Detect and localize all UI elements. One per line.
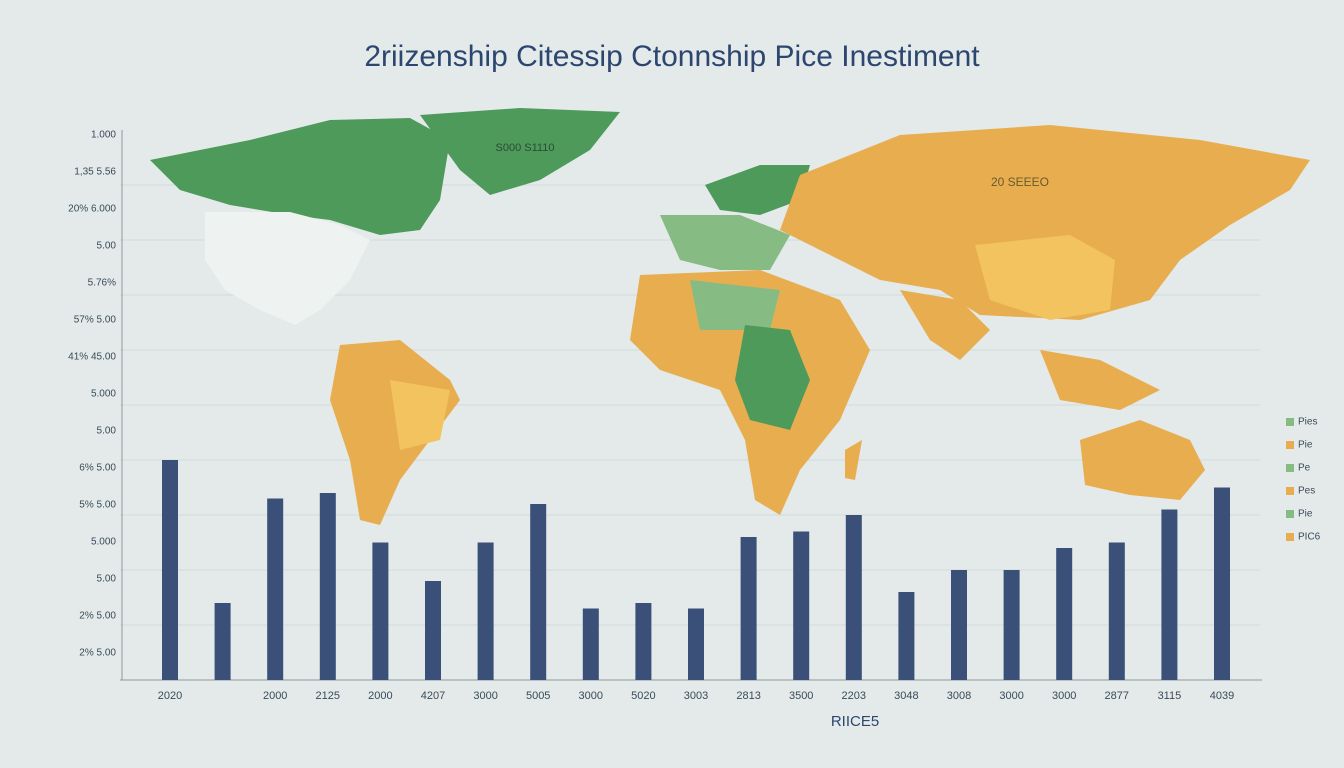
y-axis-text: 57% 5.00 — [74, 315, 117, 326]
legend-swatch — [1286, 487, 1294, 495]
bar — [477, 542, 494, 680]
x-tick-label: 2813 — [736, 690, 760, 702]
bar — [688, 608, 704, 680]
x-tick-label: 2877 — [1105, 690, 1129, 702]
legend-swatch — [1286, 441, 1294, 449]
y-axis-text: 2% 5.00 — [79, 611, 116, 622]
bar — [425, 581, 441, 680]
bar — [1161, 509, 1178, 680]
x-tick-label: 3000 — [579, 690, 603, 702]
bar — [898, 592, 915, 680]
bar — [635, 603, 652, 680]
y-axis-text: 5.000 — [91, 389, 116, 400]
bar — [372, 542, 389, 680]
x-tick-label: 4207 — [421, 690, 445, 702]
bar — [582, 608, 599, 680]
bar — [530, 504, 547, 680]
bar — [1214, 487, 1230, 680]
legend-text: Pie — [1298, 509, 1313, 520]
y-axis-text: 1.000 — [91, 130, 116, 141]
bar — [214, 603, 231, 680]
x-tick-label: 3048 — [894, 690, 918, 702]
bar — [1003, 570, 1020, 680]
bar — [319, 493, 336, 680]
y-axis-text: 1,35 5.56 — [74, 167, 116, 178]
x-tick-label: 3003 — [684, 690, 708, 702]
x-tick-label: 2000 — [263, 690, 287, 702]
y-axis-text: 5.00 — [97, 426, 117, 437]
legend-swatch — [1286, 418, 1294, 426]
x-tick-label: 4039 — [1210, 690, 1234, 702]
bar — [267, 498, 284, 680]
x-tick-label: 3000 — [473, 690, 497, 702]
legend-text: Pie — [1298, 440, 1313, 451]
legend-text: Pe — [1298, 463, 1311, 474]
bar — [162, 460, 178, 680]
bar — [1108, 542, 1125, 680]
x-tick-label: 3500 — [789, 690, 813, 702]
y-axis-text: 5.76% — [88, 278, 116, 289]
chart-title: 2riizenship Citessip Ctonnship Pice Ines… — [364, 40, 980, 73]
bar — [740, 537, 757, 680]
x-tick-label: 5005 — [526, 690, 550, 702]
legend-swatch — [1286, 510, 1294, 518]
legend-text: PIC6 — [1298, 532, 1321, 543]
y-axis-text: 5.00 — [97, 241, 117, 252]
y-axis-text: 6% 5.00 — [79, 463, 116, 474]
legend-swatch — [1286, 533, 1294, 541]
y-axis-text: 41% 45.00 — [68, 352, 116, 363]
x-axis-label: RIICE5 — [831, 713, 879, 730]
x-tick-label: 3115 — [1158, 690, 1182, 702]
y-axis-text: 5.00 — [97, 574, 117, 585]
bar — [951, 570, 967, 680]
bar — [845, 515, 862, 680]
map-label: S000 S1110 — [496, 142, 555, 154]
legend-swatch — [1286, 464, 1294, 472]
x-tick-label: 3008 — [947, 690, 971, 702]
x-tick-label: 2000 — [368, 690, 392, 702]
map-label: 20 SEEEO — [991, 175, 1049, 189]
y-axis-text: 5% 5.00 — [79, 500, 116, 511]
x-tick-label: 3000 — [999, 690, 1023, 702]
y-axis-text: 5.000 — [91, 537, 116, 548]
x-tick-label: 2203 — [842, 690, 866, 702]
x-tick-label: 5020 — [631, 690, 655, 702]
bar — [1056, 548, 1073, 680]
world-map — [150, 108, 1310, 525]
x-tick-label: 2020 — [158, 690, 182, 702]
x-tick-label: 2125 — [316, 690, 340, 702]
y-axis-text: 20% 6.000 — [68, 204, 116, 215]
bar — [793, 531, 810, 680]
y-axis-text: 2% 5.00 — [79, 648, 116, 659]
legend-text: Pies — [1298, 417, 1317, 428]
legend-text: Pes — [1298, 486, 1315, 497]
x-tick-label: 3000 — [1052, 690, 1076, 702]
